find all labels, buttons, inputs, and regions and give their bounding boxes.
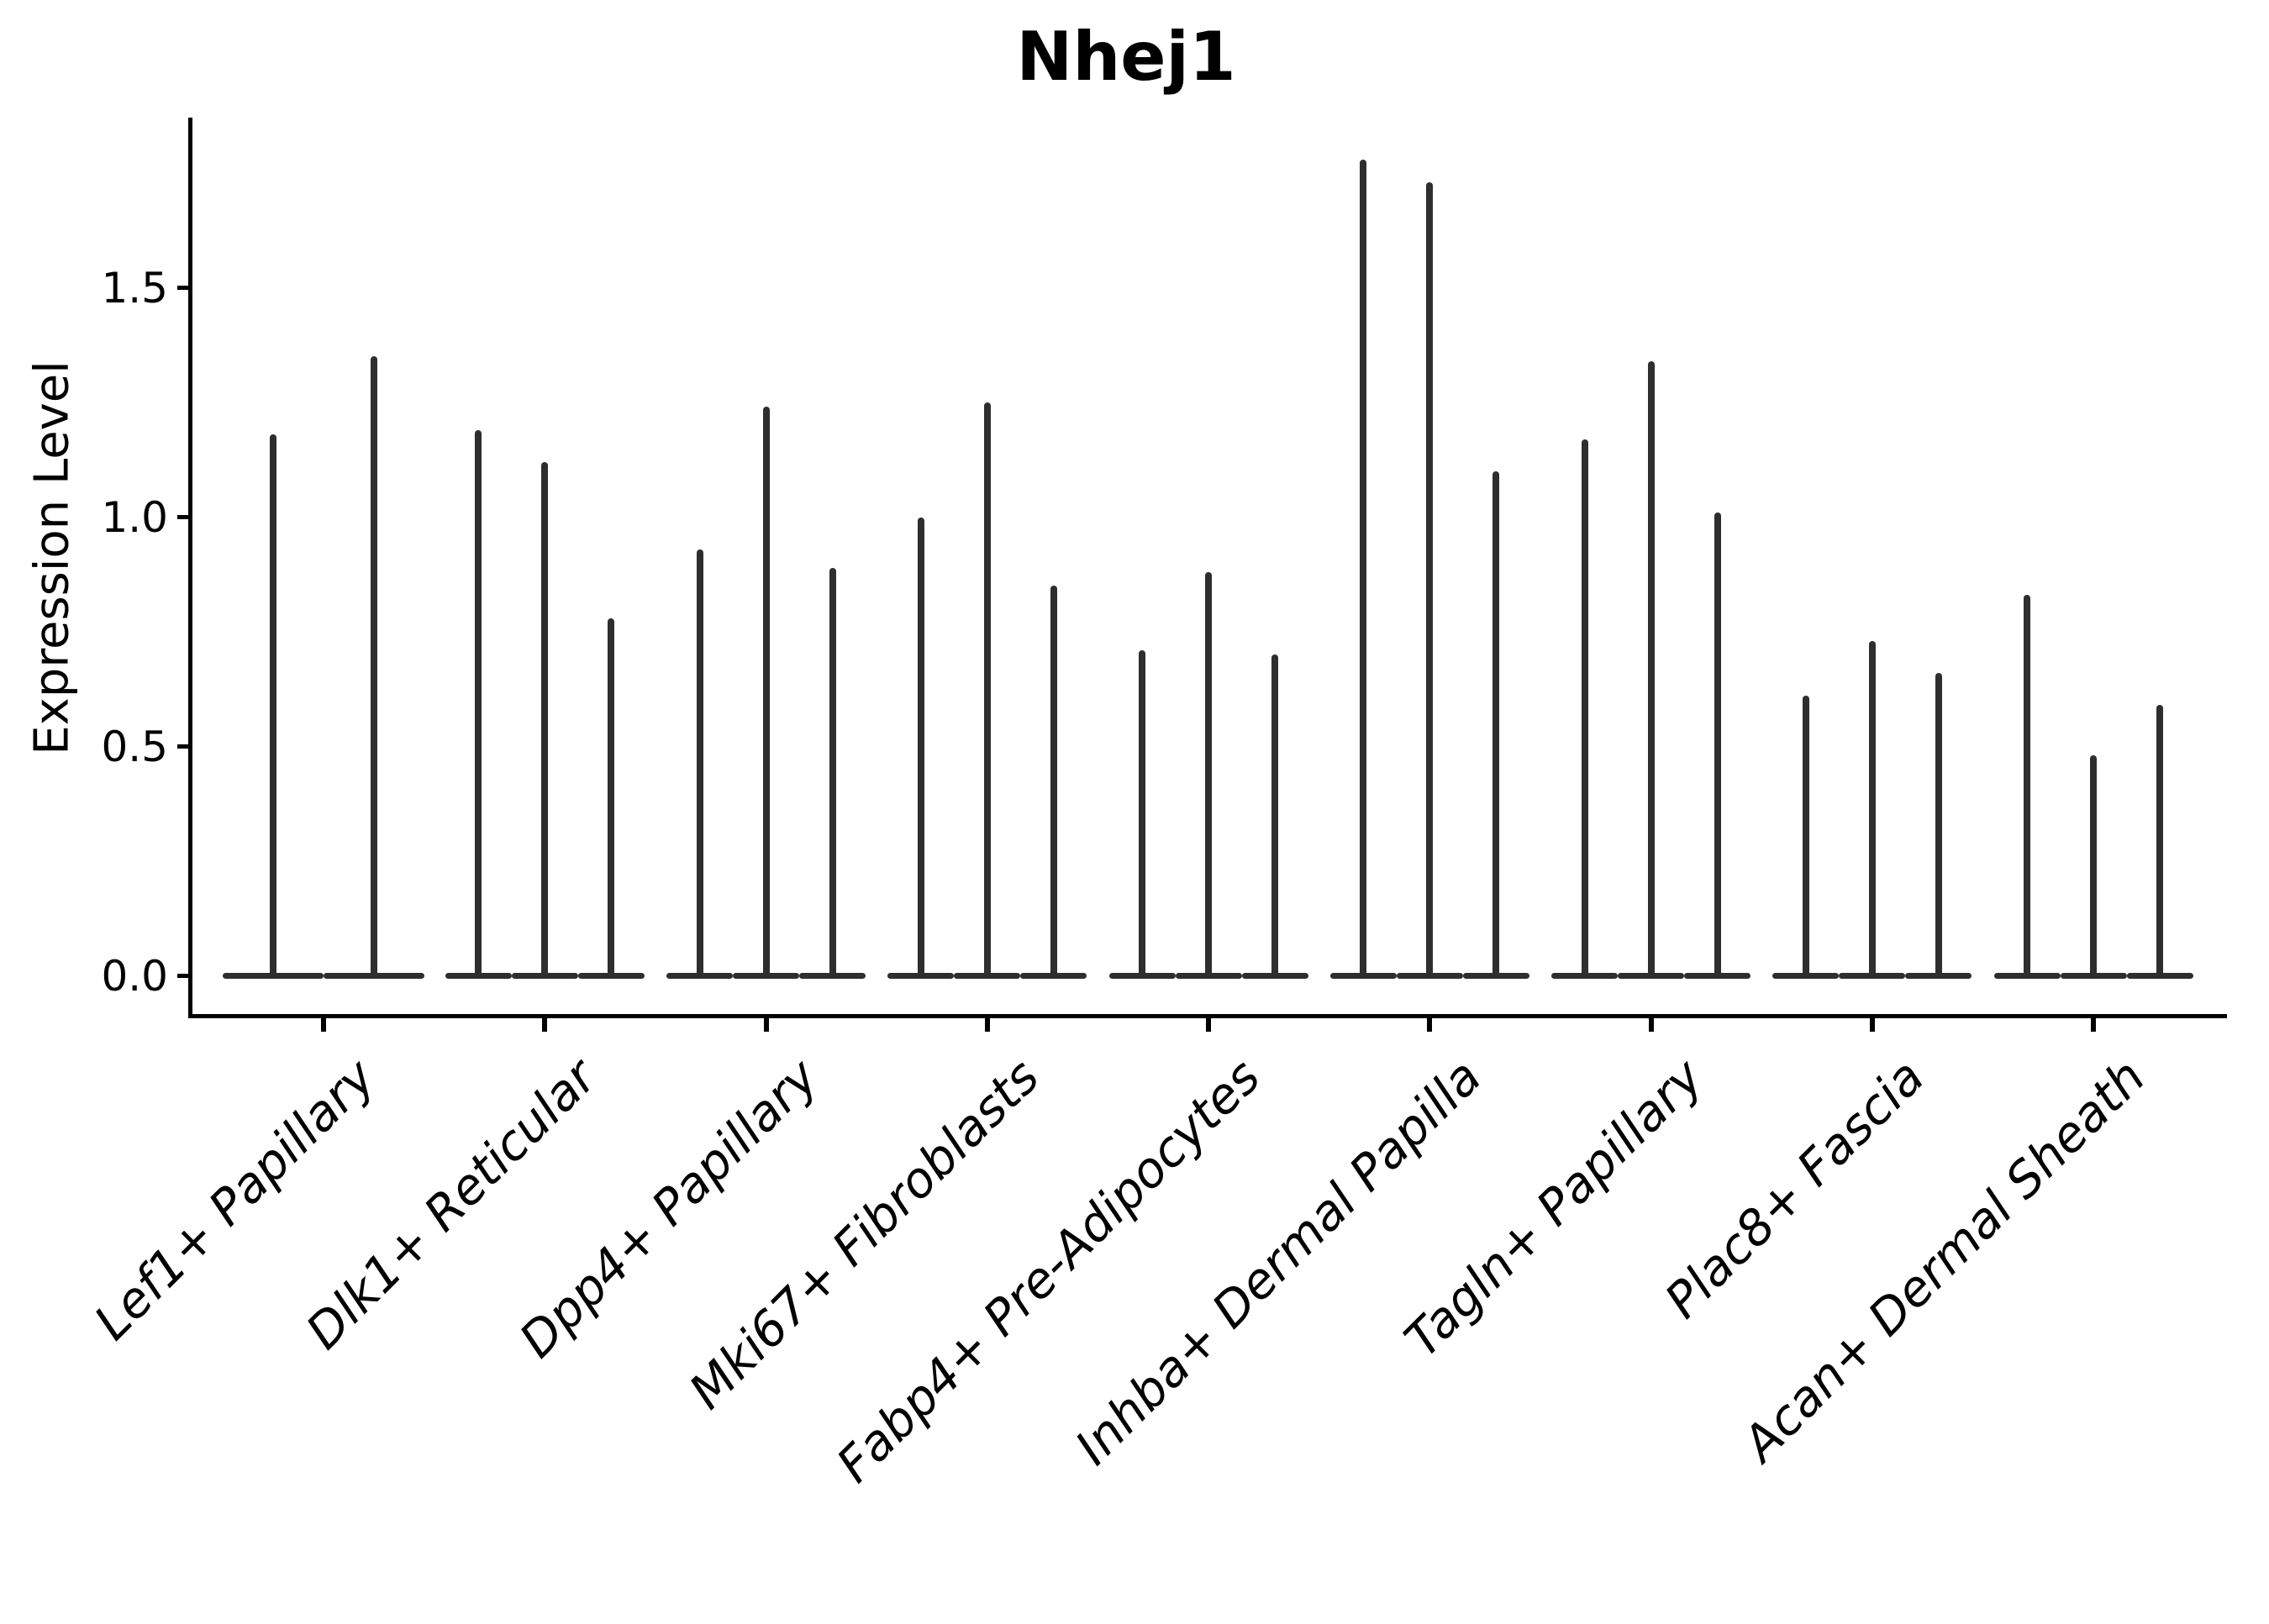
violin-spike — [1714, 512, 1721, 979]
violin-spike — [608, 618, 615, 979]
x-axis-spine — [188, 1014, 2227, 1018]
x-axis-tick — [321, 1017, 326, 1032]
violin-spike — [1647, 360, 1655, 979]
violin-spike — [1581, 439, 1588, 979]
y-axis-label: Expression Level — [24, 360, 80, 755]
x-axis-tick — [1869, 1017, 1875, 1032]
violin-spike — [829, 567, 836, 979]
x-axis-tick — [763, 1017, 769, 1032]
y-axis-tick — [177, 974, 189, 978]
violin-spike — [1050, 586, 1057, 979]
violin-spike — [983, 402, 991, 979]
x-axis-tick — [1427, 1017, 1433, 1032]
x-axis-tick — [1648, 1017, 1654, 1032]
y-axis-tick — [177, 744, 189, 749]
violin-spike — [1802, 696, 1809, 979]
x-axis-tick — [542, 1017, 548, 1032]
x-axis-tick — [984, 1017, 990, 1032]
x-axis-tick — [2091, 1017, 2096, 1032]
y-axis-tick-label: 0.0 — [101, 951, 168, 1001]
violin-spike — [917, 517, 924, 979]
y-axis-tick-label: 1.0 — [101, 492, 168, 542]
violin-spike — [1492, 470, 1500, 979]
violin-spike — [541, 461, 549, 979]
violin-plot-figure: Nhej1 Expression Level 0.0 0.5 1.0 1.5 Lef1+… — [24, 18, 2227, 1494]
violin-spike — [1205, 572, 1212, 979]
violin-spike — [1360, 159, 1367, 979]
violin-spike — [1139, 649, 1145, 979]
violin-spike — [2024, 595, 2030, 979]
y-axis-tick-label: 0.5 — [101, 722, 168, 771]
y-axis-tick-label: 1.5 — [101, 263, 168, 313]
x-axis-tick — [1206, 1017, 1211, 1032]
y-axis-tick — [177, 515, 189, 519]
violin-spike — [762, 407, 770, 979]
y-axis-spine — [188, 118, 192, 1017]
violin-spike — [475, 429, 482, 979]
violin-spike — [696, 549, 703, 979]
violin-spike — [1426, 181, 1434, 979]
y-axis-tick — [177, 286, 189, 290]
violin-spike — [1935, 673, 1942, 979]
plot-title: Nhej1 — [1016, 18, 1236, 96]
violin-spike — [2090, 755, 2097, 979]
violin-spike — [2156, 705, 2163, 979]
violin-spike — [1868, 640, 1876, 979]
violin-spike — [1271, 654, 1278, 979]
violin-spike — [371, 356, 377, 979]
violin-spike — [270, 434, 276, 979]
